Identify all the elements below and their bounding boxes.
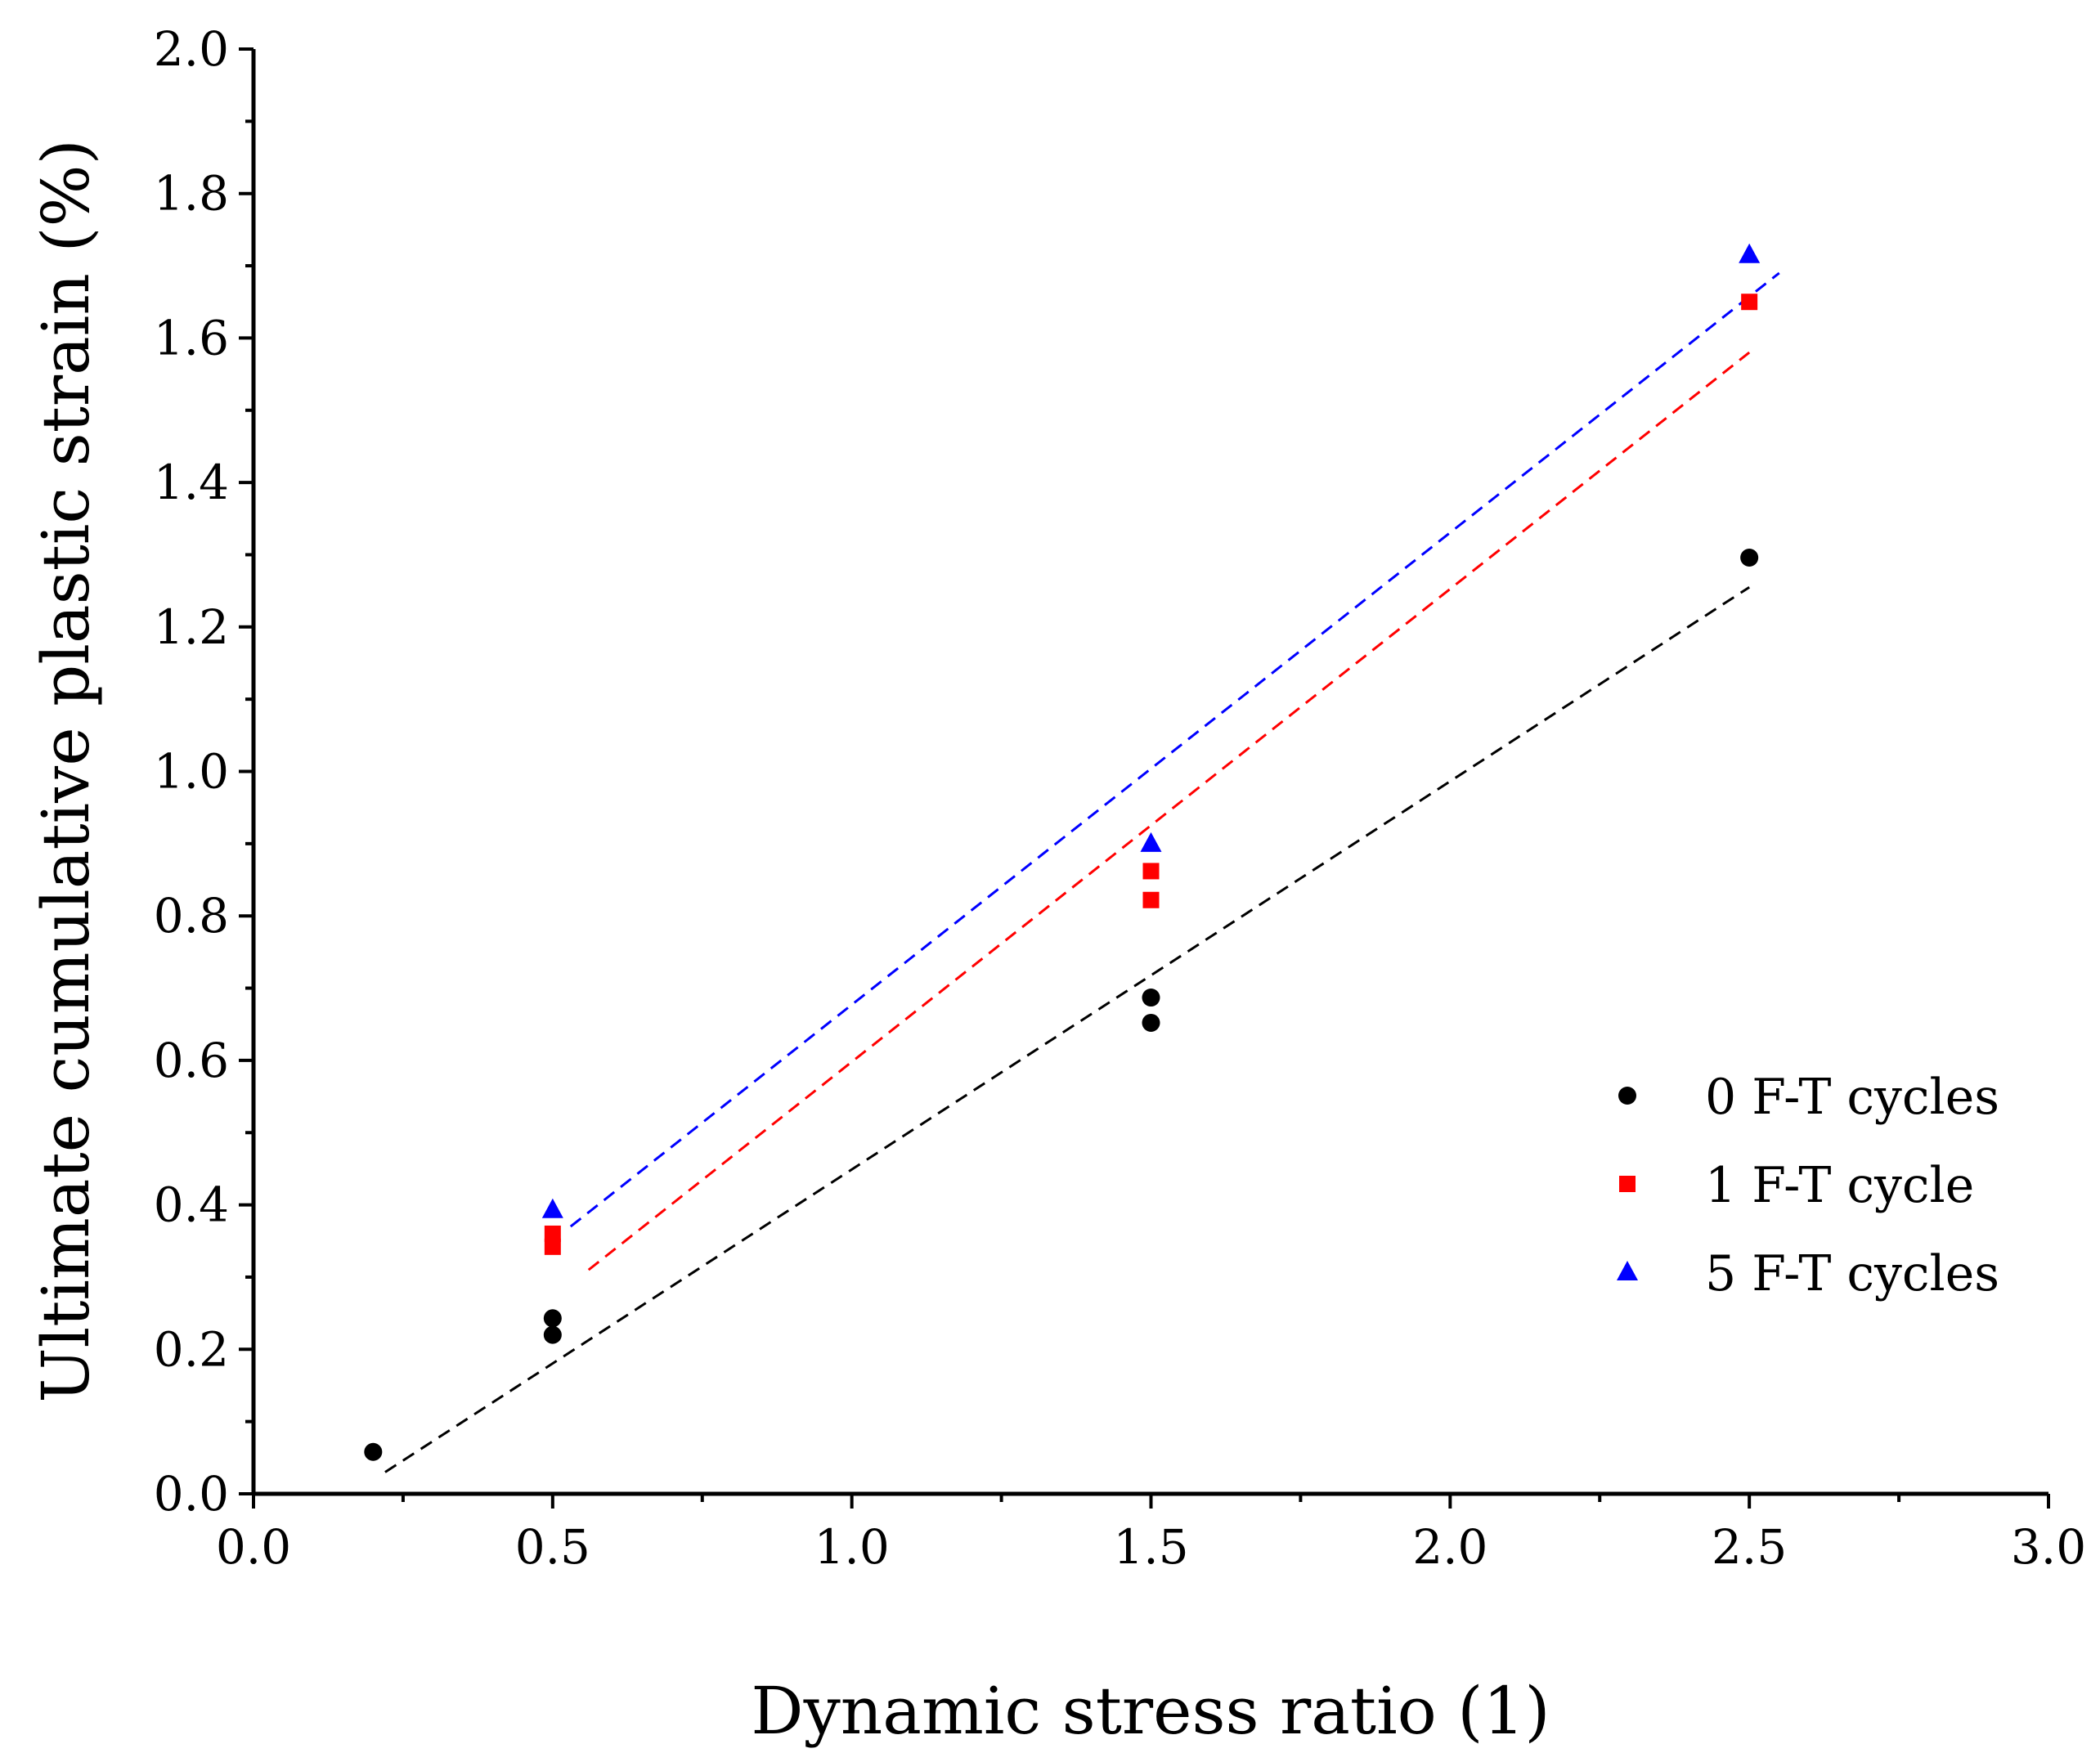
data-point-circle bbox=[543, 1309, 562, 1328]
data-point-circle bbox=[364, 1442, 383, 1461]
y-tick-label: 0.0 bbox=[154, 1466, 229, 1522]
y-axis-title: Ultimate cumulative plastic strain (%) bbox=[28, 139, 104, 1403]
ticks: 0.0 0.5 1.0 1.5 2.0 2.5 3.0 0.0 0.2 0.4 0.6 0.8 1.0 1… bbox=[154, 21, 2086, 1575]
data-point-triangle bbox=[1739, 243, 1761, 263]
x-tick-label: 0.0 bbox=[216, 1519, 291, 1575]
legend: 0 F-T cycles 1 F-T cycle 5 F-T cycles bbox=[1617, 1069, 1999, 1302]
legend-label: 1 F-T cycle bbox=[1705, 1157, 1974, 1214]
data-point-square bbox=[544, 1238, 561, 1255]
y-tick-label: 0.4 bbox=[154, 1177, 229, 1233]
x-tick-label: 1.0 bbox=[814, 1519, 890, 1575]
data-point-triangle bbox=[541, 1198, 563, 1218]
data-point-circle bbox=[1740, 548, 1759, 567]
y-tick-label: 1.2 bbox=[154, 599, 229, 655]
y-tick-label: 1.6 bbox=[154, 310, 229, 365]
data-point-square bbox=[1142, 891, 1160, 908]
data-point-triangle bbox=[1140, 832, 1162, 852]
y-tick-label: 1.0 bbox=[154, 744, 229, 800]
data-point-square bbox=[544, 1225, 561, 1242]
fit-line-triangle bbox=[569, 271, 1780, 1228]
x-tick-label: 2.5 bbox=[1712, 1519, 1787, 1575]
data-points bbox=[364, 243, 1761, 1461]
fit-lines bbox=[384, 271, 1780, 1473]
legend-marker-circle bbox=[1618, 1087, 1636, 1105]
data-point-circle bbox=[543, 1325, 562, 1344]
legend-label: 5 F-T cycles bbox=[1705, 1245, 1999, 1302]
y-tick-label: 0.6 bbox=[154, 1033, 229, 1088]
y-tick-label: 1.4 bbox=[154, 455, 229, 510]
data-point-circle bbox=[1142, 1013, 1160, 1032]
x-tick-label: 1.5 bbox=[1113, 1519, 1188, 1575]
data-point-square bbox=[1741, 294, 1758, 311]
x-tick-label: 0.5 bbox=[515, 1519, 590, 1575]
x-axis-title: Dynamic stress ratio (1) bbox=[751, 1673, 1550, 1749]
fit-line-circle bbox=[384, 585, 1750, 1473]
y-tick-label: 2.0 bbox=[154, 21, 229, 77]
data-point-circle bbox=[1142, 989, 1160, 1007]
y-tick-label: 0.8 bbox=[154, 888, 229, 944]
legend-marker-square bbox=[1619, 1176, 1636, 1192]
y-tick-label: 0.2 bbox=[154, 1321, 229, 1377]
x-tick-label: 3.0 bbox=[2011, 1519, 2086, 1575]
x-tick-label: 2.0 bbox=[1412, 1519, 1488, 1575]
data-point-square bbox=[1142, 863, 1160, 880]
legend-label: 0 F-T cycles bbox=[1705, 1069, 1999, 1126]
legend-marker-triangle bbox=[1617, 1261, 1638, 1280]
y-tick-label: 1.8 bbox=[154, 166, 229, 222]
fit-line-square bbox=[587, 351, 1751, 1271]
